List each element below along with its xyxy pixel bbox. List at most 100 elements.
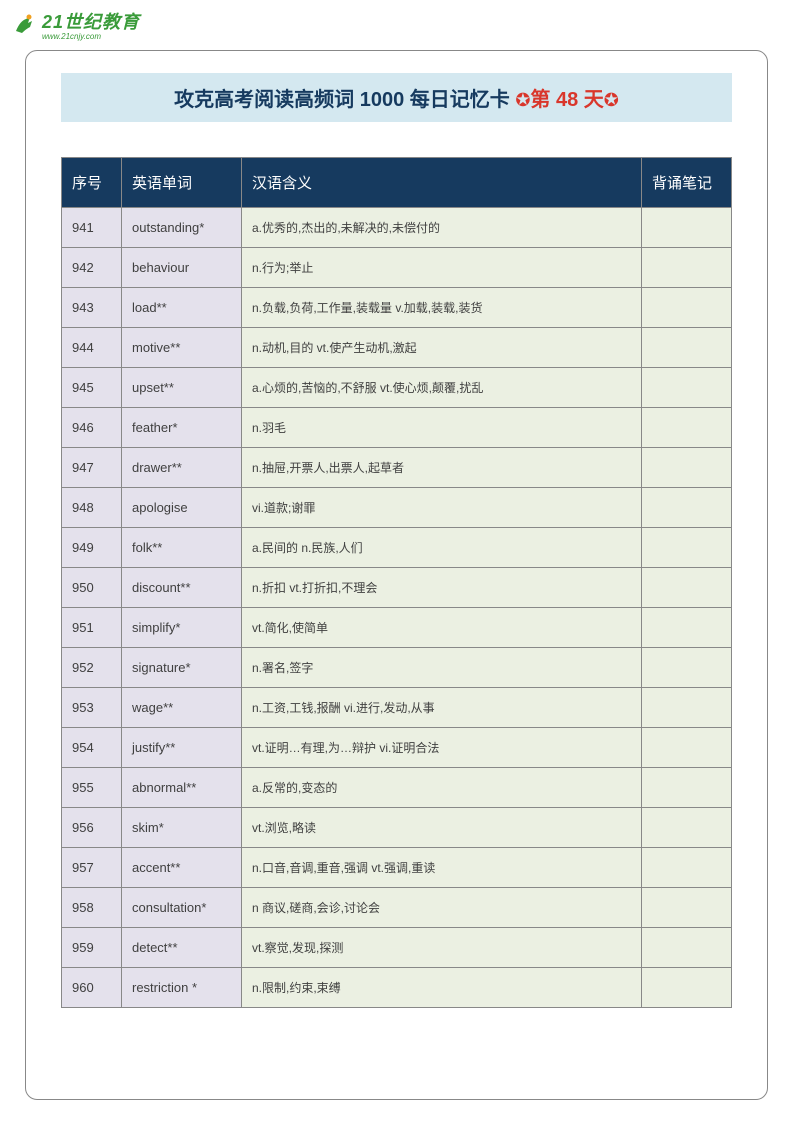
cell-num: 953 bbox=[62, 688, 122, 728]
cell-notes bbox=[642, 488, 732, 528]
table-row: 954justify**vt.证明…有理,为…辩护 vi.证明合法 bbox=[62, 728, 732, 768]
cell-num: 952 bbox=[62, 648, 122, 688]
logo-text-wrap: 21世纪教育 www.21cnjy.com bbox=[42, 8, 140, 41]
cell-num: 941 bbox=[62, 208, 122, 248]
cell-meaning: vt.察觉,发现,探测 bbox=[242, 928, 642, 968]
header-notes: 背诵笔记 bbox=[642, 158, 732, 208]
cell-meaning: n.口音,音调,重音,强调 vt.强调,重读 bbox=[242, 848, 642, 888]
cell-word: signature* bbox=[122, 648, 242, 688]
cell-notes bbox=[642, 328, 732, 368]
logo-icon bbox=[10, 11, 38, 39]
cell-num: 955 bbox=[62, 768, 122, 808]
cell-meaning: a.反常的,变态的 bbox=[242, 768, 642, 808]
cell-num: 951 bbox=[62, 608, 122, 648]
cell-notes bbox=[642, 288, 732, 328]
header-num: 序号 bbox=[62, 158, 122, 208]
cell-meaning: vi.道款;谢罪 bbox=[242, 488, 642, 528]
cell-meaning: vt.简化,使简单 bbox=[242, 608, 642, 648]
cell-notes bbox=[642, 648, 732, 688]
cell-meaning: a.心烦的,苦恼的,不舒服 vt.使心烦,颠覆,扰乱 bbox=[242, 368, 642, 408]
cell-meaning: n.折扣 vt.打折扣,不理会 bbox=[242, 568, 642, 608]
cell-meaning: vt.浏览,略读 bbox=[242, 808, 642, 848]
table-row: 960restriction *n.限制,约束,束缚 bbox=[62, 968, 732, 1008]
cell-word: apologise bbox=[122, 488, 242, 528]
cell-meaning: n 商议,磋商,会诊,讨论会 bbox=[242, 888, 642, 928]
cell-meaning: vt.证明…有理,为…辩护 vi.证明合法 bbox=[242, 728, 642, 768]
table-row: 958consultation*n 商议,磋商,会诊,讨论会 bbox=[62, 888, 732, 928]
cell-notes bbox=[642, 368, 732, 408]
cell-word: accent** bbox=[122, 848, 242, 888]
cell-meaning: n.工资,工钱,报酬 vi.进行,发动,从事 bbox=[242, 688, 642, 728]
header-word: 英语单词 bbox=[122, 158, 242, 208]
cell-word: behaviour bbox=[122, 248, 242, 288]
table-row: 959detect**vt.察觉,发现,探测 bbox=[62, 928, 732, 968]
cell-word: justify** bbox=[122, 728, 242, 768]
table-row: 952signature*n.署名,签字 bbox=[62, 648, 732, 688]
cell-notes bbox=[642, 688, 732, 728]
title-day: 第 48 天 bbox=[530, 89, 603, 111]
page-frame: 攻克高考阅读高频词 1000 每日记忆卡 ✪第 48 天✪ 序号 英语单词 汉语… bbox=[25, 50, 768, 1100]
table-row: 943load**n.负载,负荷,工作量,装载量 v.加载,装载,装货 bbox=[62, 288, 732, 328]
cell-notes bbox=[642, 528, 732, 568]
table-row: 942behaviourn.行为;举止 bbox=[62, 248, 732, 288]
cell-num: 946 bbox=[62, 408, 122, 448]
cell-num: 948 bbox=[62, 488, 122, 528]
table-header-row: 序号 英语单词 汉语含义 背诵笔记 bbox=[62, 158, 732, 208]
table-row: 944motive**n.动机,目的 vt.使产生动机,激起 bbox=[62, 328, 732, 368]
cell-num: 960 bbox=[62, 968, 122, 1008]
cell-num: 957 bbox=[62, 848, 122, 888]
cell-meaning: n.抽屉,开票人,出票人,起草者 bbox=[242, 448, 642, 488]
table-row: 948apologisevi.道款;谢罪 bbox=[62, 488, 732, 528]
star-icon: ✪ bbox=[604, 90, 619, 110]
cell-word: detect** bbox=[122, 928, 242, 968]
title-bar: 攻克高考阅读高频词 1000 每日记忆卡 ✪第 48 天✪ bbox=[61, 73, 732, 122]
cell-notes bbox=[642, 248, 732, 288]
cell-notes bbox=[642, 448, 732, 488]
cell-meaning: n.行为;举止 bbox=[242, 248, 642, 288]
cell-notes bbox=[642, 928, 732, 968]
cell-notes bbox=[642, 888, 732, 928]
cell-notes bbox=[642, 968, 732, 1008]
cell-word: discount** bbox=[122, 568, 242, 608]
star-icon: ✪ bbox=[515, 90, 530, 110]
cell-word: upset** bbox=[122, 368, 242, 408]
cell-word: folk** bbox=[122, 528, 242, 568]
cell-meaning: a.民间的 n.民族,人们 bbox=[242, 528, 642, 568]
cell-num: 943 bbox=[62, 288, 122, 328]
cell-word: drawer** bbox=[122, 448, 242, 488]
cell-num: 959 bbox=[62, 928, 122, 968]
cell-word: consultation* bbox=[122, 888, 242, 928]
cell-num: 956 bbox=[62, 808, 122, 848]
cell-word: skim* bbox=[122, 808, 242, 848]
title-main: 攻克高考阅读高频词 1000 每日记忆卡 bbox=[174, 89, 515, 111]
table-row: 945upset**a.心烦的,苦恼的,不舒服 vt.使心烦,颠覆,扰乱 bbox=[62, 368, 732, 408]
cell-num: 945 bbox=[62, 368, 122, 408]
logo-main-text: 21世纪教育 bbox=[42, 8, 140, 34]
table-row: 955abnormal**a.反常的,变态的 bbox=[62, 768, 732, 808]
cell-num: 950 bbox=[62, 568, 122, 608]
cell-notes bbox=[642, 608, 732, 648]
logo: 21世纪教育 www.21cnjy.com bbox=[10, 8, 140, 41]
table-row: 941outstanding*a.优秀的,杰出的,未解决的,未偿付的 bbox=[62, 208, 732, 248]
cell-meaning: n.负载,负荷,工作量,装载量 v.加载,装载,装货 bbox=[242, 288, 642, 328]
cell-notes bbox=[642, 808, 732, 848]
cell-notes bbox=[642, 848, 732, 888]
cell-num: 947 bbox=[62, 448, 122, 488]
cell-num: 954 bbox=[62, 728, 122, 768]
cell-word: feather* bbox=[122, 408, 242, 448]
cell-word: wage** bbox=[122, 688, 242, 728]
cell-notes bbox=[642, 768, 732, 808]
table-row: 957accent**n.口音,音调,重音,强调 vt.强调,重读 bbox=[62, 848, 732, 888]
cell-num: 944 bbox=[62, 328, 122, 368]
cell-num: 958 bbox=[62, 888, 122, 928]
cell-num: 949 bbox=[62, 528, 122, 568]
cell-meaning: n.署名,签字 bbox=[242, 648, 642, 688]
cell-meaning: n.羽毛 bbox=[242, 408, 642, 448]
table-row: 946feather*n.羽毛 bbox=[62, 408, 732, 448]
table-row: 947drawer**n.抽屉,开票人,出票人,起草者 bbox=[62, 448, 732, 488]
table-row: 951simplify*vt.简化,使简单 bbox=[62, 608, 732, 648]
cell-word: restriction * bbox=[122, 968, 242, 1008]
table-row: 950discount**n.折扣 vt.打折扣,不理会 bbox=[62, 568, 732, 608]
table-row: 956skim*vt.浏览,略读 bbox=[62, 808, 732, 848]
vocab-table: 序号 英语单词 汉语含义 背诵笔记 941outstanding*a.优秀的,杰… bbox=[61, 157, 732, 1008]
